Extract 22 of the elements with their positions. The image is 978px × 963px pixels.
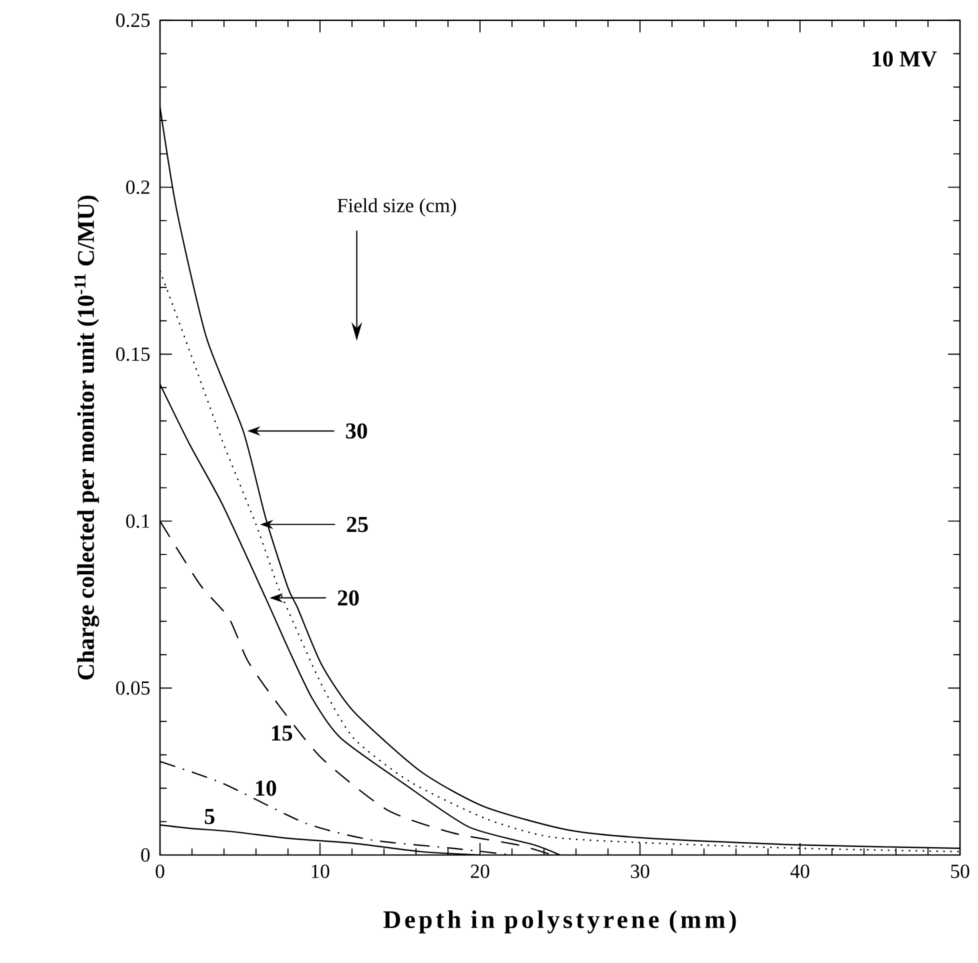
x-tick-label: 50 [951,864,970,878]
annotation: 30 [346,423,368,439]
annotation: 10 [256,780,276,796]
y-tick-label: 0.15 [116,347,150,361]
y-tick-label: 0.1 [126,514,150,528]
y-tick-label: 0.05 [116,681,150,695]
x-tick-label: 10 [312,864,330,878]
x-axis-title: Depth in polystyrene (mm) [383,910,736,934]
x-tick-label: 20 [470,864,490,878]
annotation: 25 [346,516,368,532]
annotation: 20 [338,590,359,606]
annotation: 10 MV [872,51,937,67]
y-axis-title: Charge collected per monitor unit (10$^{-11}$ C/MU) [74,196,100,680]
y-tick-label: 0.2 [126,180,150,194]
x-tick-label: 40 [790,864,810,878]
y-tick-label: 0.25 [116,14,150,28]
annotation: Field size (cm) [337,198,456,216]
annotation: 5 [204,809,214,824]
annotation: 15 [272,726,292,741]
x-tick-label: 30 [630,864,650,878]
x-tick-label: 0 [156,864,164,878]
y-tick-label: 0 [141,848,150,862]
